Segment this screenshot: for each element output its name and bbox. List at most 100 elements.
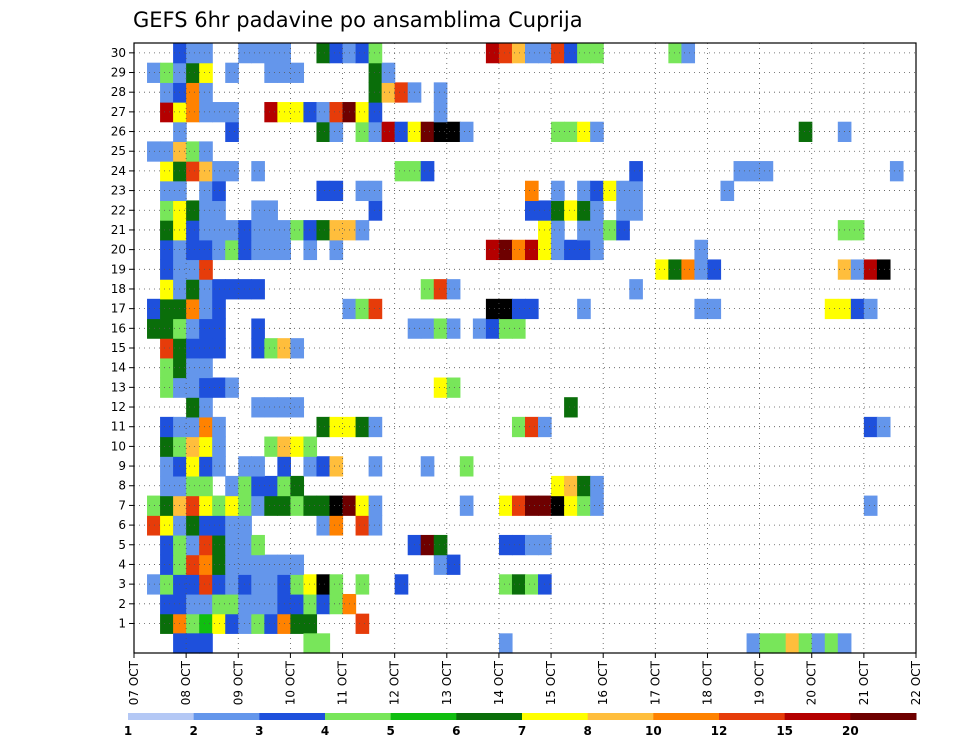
- heatmap-cell: [264, 554, 278, 575]
- heatmap-cell: [590, 220, 604, 241]
- heatmap-cell: [251, 200, 265, 221]
- y-tick-label: 6: [118, 518, 126, 532]
- heatmap-cell: [160, 239, 174, 261]
- heatmap-cell: [577, 239, 591, 261]
- heatmap-cell: [603, 220, 617, 241]
- heatmap-cell: [564, 43, 578, 64]
- heatmap-cell: [238, 279, 252, 300]
- heatmap-cell: [459, 495, 474, 516]
- heatmap-cell: [316, 593, 331, 615]
- legend-label: 7: [518, 724, 526, 738]
- heatmap-cell: [199, 416, 213, 438]
- heatmap-cell: [303, 574, 318, 595]
- heatmap-cell: [433, 534, 448, 556]
- heatmap-cell: [316, 495, 331, 516]
- y-tick-label: 23: [111, 184, 126, 198]
- heatmap-cell: [394, 161, 409, 182]
- x-tick-label: 17 OCT: [648, 660, 662, 705]
- heatmap-cell: [316, 102, 331, 123]
- y-tick-label: 18: [111, 282, 126, 296]
- heatmap-cell: [525, 43, 539, 64]
- heatmap-cell: [186, 200, 200, 221]
- heatmap-cell: [160, 62, 174, 83]
- heatmap-cell: [160, 456, 174, 477]
- heatmap-cell: [511, 298, 526, 320]
- heatmap-cell: [525, 574, 539, 595]
- heatmap-cell: [225, 515, 239, 536]
- heatmap-cell: [147, 318, 161, 339]
- heatmap-cell: [459, 456, 474, 477]
- heatmap-cell: [329, 593, 344, 615]
- y-tick-label: 19: [111, 262, 126, 276]
- heatmap-cell: [433, 554, 448, 575]
- legend-swatch: [587, 713, 654, 720]
- heatmap-cell: [199, 82, 213, 103]
- heatmap-cell: [290, 62, 305, 83]
- heatmap-cell: [199, 141, 213, 162]
- heatmap-cell: [199, 102, 213, 123]
- heatmap-cell: [160, 318, 174, 339]
- heatmap-cell: [551, 220, 565, 241]
- heatmap-cell: [225, 613, 239, 634]
- heatmap-cell: [394, 121, 409, 142]
- heatmap-cell: [329, 495, 344, 516]
- y-tick-label: 2: [118, 597, 126, 611]
- heatmap-cell: [511, 43, 526, 64]
- heatmap-cell: [225, 534, 239, 556]
- heatmap-cell: [186, 141, 200, 162]
- heatmap-cell: [577, 180, 591, 202]
- heatmap-cell: [173, 633, 187, 654]
- heatmap-cell: [199, 239, 213, 261]
- heatmap-cell: [759, 633, 774, 654]
- legend-label: 8: [583, 724, 591, 738]
- x-tick-label: 16 OCT: [596, 660, 610, 705]
- heatmap-cell: [147, 298, 161, 320]
- y-tick-label: 22: [111, 203, 126, 217]
- heatmap-cell: [694, 259, 709, 280]
- heatmap-cell: [720, 180, 735, 202]
- x-tick-label: 09 OCT: [231, 660, 245, 705]
- heatmap-cell: [485, 318, 500, 339]
- heatmap-cell: [564, 239, 578, 261]
- heatmap-cell: [186, 475, 200, 497]
- heatmap-cell: [303, 436, 318, 457]
- heatmap-cell: [264, 239, 278, 261]
- heatmap-cells: [147, 43, 904, 654]
- heatmap-cell: [251, 554, 265, 575]
- heatmap-cell: [876, 259, 891, 280]
- heatmap-cell: [264, 475, 278, 497]
- legend-swatch: [522, 713, 589, 720]
- heatmap-cell: [511, 574, 526, 595]
- heatmap-cell: [290, 475, 305, 497]
- heatmap-cell: [590, 495, 604, 516]
- heatmap-cell: [225, 475, 239, 497]
- heatmap-cell: [160, 338, 174, 359]
- legend-label: 2: [189, 724, 197, 738]
- legend-swatch: [325, 713, 392, 720]
- legend-label: 15: [776, 724, 793, 738]
- heatmap-cell: [290, 338, 305, 359]
- heatmap-cell: [798, 121, 813, 142]
- heatmap-cell: [368, 456, 383, 477]
- legend-label: 12: [711, 724, 728, 738]
- heatmap-cell: [186, 82, 200, 103]
- heatmap-cell: [420, 456, 435, 477]
- heatmap-cell: [381, 62, 396, 83]
- heatmap-cell: [863, 495, 878, 516]
- heatmap-cell: [329, 121, 344, 142]
- heatmap-cell: [290, 220, 305, 241]
- heatmap-cell: [264, 495, 278, 516]
- heatmap-cell: [525, 200, 539, 221]
- heatmap-cell: [694, 239, 709, 261]
- x-tick-label: 15 OCT: [544, 660, 558, 705]
- heatmap-cell: [590, 200, 604, 221]
- x-tick-label: 07 OCT: [127, 660, 141, 705]
- heatmap-cell: [303, 593, 318, 615]
- heatmap-cell: [264, 43, 278, 64]
- heatmap-cell: [629, 180, 643, 202]
- x-tick-label: 21 OCT: [857, 660, 871, 705]
- heatmap-cell: [316, 121, 331, 142]
- heatmap-cell: [160, 357, 174, 379]
- legend-label: 6: [452, 724, 460, 738]
- heatmap-cell: [564, 121, 578, 142]
